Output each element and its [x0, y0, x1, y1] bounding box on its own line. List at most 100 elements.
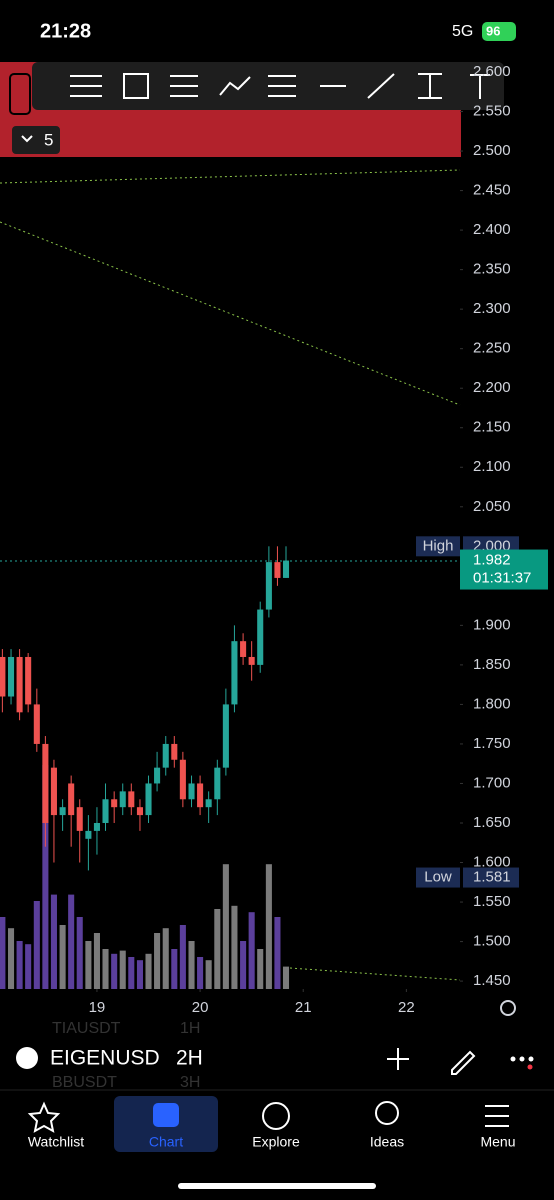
candle-body: [240, 641, 247, 657]
y-tick-label: 2.500: [473, 142, 511, 159]
y-tick-label: 1.850: [473, 656, 511, 673]
x-tick-label: 21: [295, 999, 312, 1016]
candle-body: [128, 791, 135, 808]
candle-body: [136, 807, 143, 816]
y-tick-label: 1.600: [473, 853, 511, 870]
draw-button[interactable]: [451, 1050, 476, 1075]
y-tick-label: 2.250: [473, 340, 511, 357]
candle-body: [248, 656, 255, 665]
volume-bar: [0, 917, 6, 989]
candle-body: [231, 641, 238, 705]
marker-value: 1.581: [473, 869, 511, 886]
tool-text[interactable]: [470, 74, 490, 99]
y-tick-label: 1.450: [473, 972, 511, 989]
volume-bar: [102, 949, 109, 989]
candle-body: [162, 743, 169, 768]
battery-level: 96: [486, 23, 500, 38]
candle-body: [145, 783, 152, 816]
volume-bar: [162, 928, 169, 989]
symbol[interactable]: EIGENUSD: [50, 1047, 160, 1070]
chevron: [21, 135, 33, 143]
marker-label: High: [423, 537, 454, 554]
volume-bar: [93, 933, 100, 989]
volume-bar: [222, 864, 229, 989]
volume-bar: [145, 953, 152, 989]
volume-bar: [197, 957, 204, 989]
volume-bar: [240, 941, 247, 989]
settings-button: [500, 1000, 516, 1016]
volume-bar: [76, 917, 83, 989]
y-tick-label: 2.350: [473, 261, 511, 278]
battery: [482, 22, 516, 41]
home-indicator: [178, 1183, 376, 1189]
candle-body: [76, 807, 83, 831]
tool-rect[interactable]: [123, 73, 149, 99]
y-tick-label: 1.750: [473, 735, 511, 752]
y-tick-label: 1.650: [473, 814, 511, 831]
tool-ray[interactable]: [367, 73, 395, 99]
volume-bar: [68, 894, 75, 989]
volume-bar: [136, 960, 143, 989]
candle-body: [102, 799, 109, 823]
status-bar: 21:28 5G 96: [40, 20, 516, 42]
nav-item[interactable]: Menu: [480, 1134, 515, 1150]
trend-line: [0, 169, 461, 184]
marker-value-box: [463, 867, 519, 888]
icon-chart: [153, 1103, 179, 1127]
y-tick-label: 2.150: [473, 419, 511, 436]
candle-body: [85, 830, 92, 839]
last-price-box: [460, 549, 548, 590]
candle-body: [16, 656, 23, 713]
y-tick-label: 2.600: [473, 63, 511, 80]
candle-body: [205, 799, 212, 808]
candle-body: [50, 767, 57, 816]
nav-item[interactable]: Ideas: [370, 1134, 404, 1150]
candle-body: [214, 767, 221, 800]
volume-bar: [265, 864, 272, 989]
icon-watchlist: [27, 1101, 61, 1133]
y-tick-label: 2.400: [473, 221, 511, 238]
volume-bar: [50, 894, 57, 989]
x-tick-label: 19: [89, 999, 106, 1016]
candle-body: [93, 822, 100, 831]
nav-item[interactable]: Watchlist: [28, 1134, 84, 1150]
volume-bar: [231, 905, 238, 989]
volume-bar: [274, 917, 281, 989]
nav-item[interactable]: Chart: [149, 1134, 183, 1150]
volume-bar: [59, 925, 66, 989]
nav-item[interactable]: Explore: [252, 1134, 300, 1150]
clock: 21:28: [40, 20, 91, 42]
candle-body: [197, 783, 204, 808]
volume-bar: [85, 941, 92, 989]
marker-box: [416, 867, 460, 888]
interval[interactable]: 2H: [176, 1047, 203, 1070]
tool-range[interactable]: [418, 73, 442, 99]
volume-bar: [188, 941, 195, 989]
y-tick-label: 1.900: [473, 616, 511, 633]
ghost-interval: 1H: [180, 1020, 200, 1037]
nav-bar: Watchlist Chart Explore Ideas Menu: [28, 1134, 516, 1150]
candle-body: [188, 783, 195, 800]
volume-bar: [8, 928, 15, 989]
candle-body: [33, 704, 40, 744]
ghost-symbol: TIAUSDT: [52, 1020, 121, 1037]
collapse-button[interactable]: [12, 126, 60, 154]
candle-body: [25, 656, 32, 705]
y-tick-label: 1.800: [473, 695, 511, 712]
tool-levels[interactable]: [268, 75, 296, 97]
more-button[interactable]: [510, 1056, 534, 1070]
candle-body: [8, 656, 15, 697]
candle-body: [0, 656, 6, 697]
volume-bar: [119, 950, 126, 989]
trend-line: [289, 967, 461, 981]
volume-bar: [257, 949, 264, 989]
y-tick-label: 1.500: [473, 933, 511, 950]
tool-lines[interactable]: [70, 75, 102, 97]
legend-box: [9, 73, 31, 115]
volume-bar: [248, 912, 255, 989]
add-button[interactable]: [387, 1048, 409, 1070]
volume-bar: [179, 925, 186, 989]
tool-fib[interactable]: [170, 75, 198, 97]
candle-body: [119, 791, 126, 808]
tool-path[interactable]: [219, 76, 251, 96]
